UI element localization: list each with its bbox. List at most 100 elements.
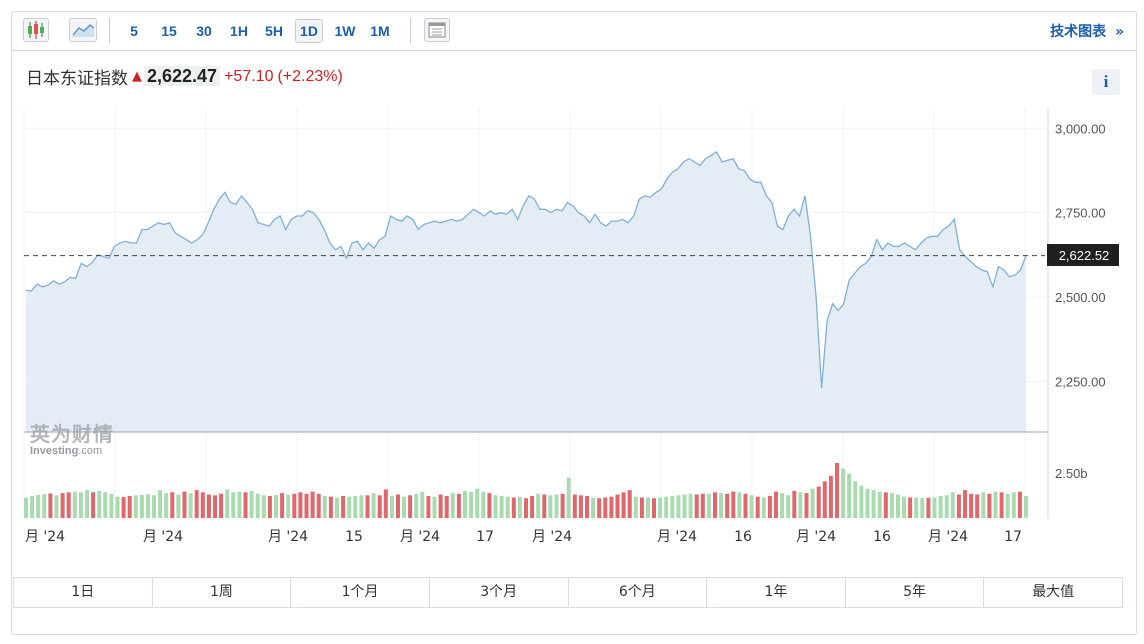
- volume-bar: [517, 496, 522, 518]
- range-1y[interactable]: 1年: [707, 578, 846, 607]
- volume-bar: [847, 474, 852, 518]
- volume-bar: [603, 497, 608, 518]
- volume-bar: [408, 495, 413, 518]
- tech-chart-link[interactable]: 技术图表 »: [1050, 21, 1124, 41]
- volume-bar: [950, 492, 955, 518]
- volume-bar: [694, 494, 699, 518]
- volume-bar: [103, 492, 108, 518]
- volume-bar: [877, 491, 882, 518]
- volume-bar: [469, 491, 474, 518]
- volume-bar: [158, 490, 163, 518]
- volume-bar: [353, 496, 358, 518]
- volume-bar: [896, 494, 900, 518]
- area-chart-icon[interactable]: [69, 18, 97, 42]
- volume-bar: [902, 496, 906, 518]
- volume-bar: [542, 494, 547, 518]
- volume-bar: [1017, 491, 1022, 518]
- volume-bar: [548, 495, 553, 518]
- timeframe-5h[interactable]: 5H: [265, 23, 283, 39]
- time-tick-label: 17: [476, 529, 494, 545]
- volume-bar: [243, 492, 248, 518]
- volume-bar: [761, 497, 766, 518]
- volume-bar: [706, 493, 711, 518]
- volume-bar: [414, 493, 419, 518]
- chart-toolbar: 5 15 30 1H 5H 1D 1W 1M 技术图表 »: [12, 12, 1136, 51]
- volume-bar: [725, 493, 730, 518]
- volume-bar: [255, 493, 260, 518]
- volume-bar: [572, 494, 577, 518]
- volume-bar: [316, 493, 321, 518]
- volume-bar: [591, 497, 596, 518]
- timeframe-1m[interactable]: 1M: [370, 23, 390, 39]
- volume-bar: [170, 492, 175, 518]
- range-1d[interactable]: 1日: [14, 578, 153, 607]
- price-line: [25, 150, 1027, 389]
- arrow-up-icon: ▲: [132, 69, 142, 84]
- volume-bar: [1024, 496, 1028, 518]
- volume-bar: [249, 490, 254, 518]
- range-1m[interactable]: 1个月: [291, 578, 430, 607]
- price-change: +57.10: [224, 67, 274, 85]
- volume-bar: [908, 497, 913, 518]
- volume-bar: [359, 495, 364, 518]
- time-tick-label: 17: [1004, 529, 1022, 545]
- volume-bar: [871, 490, 876, 518]
- info-button[interactable]: i: [1092, 69, 1120, 95]
- volume-axis-label: 2.50b: [1055, 466, 1088, 481]
- volume-bar: [822, 481, 827, 518]
- volume-bar: [347, 496, 352, 518]
- last-price: 2,622.47: [144, 66, 221, 86]
- timeframe-30[interactable]: 30: [196, 23, 212, 39]
- volume-bar: [298, 492, 303, 518]
- price-change-percent: (+2.23%): [277, 67, 343, 85]
- volume-bar: [475, 488, 480, 518]
- index-name: 日本东证指数: [26, 69, 128, 89]
- volume-bar: [188, 493, 193, 518]
- volume-bar: [627, 490, 632, 518]
- range-5y[interactable]: 5年: [846, 578, 985, 607]
- range-1w[interactable]: 1周: [153, 578, 292, 607]
- volume-bar: [182, 491, 187, 518]
- volume-bar: [652, 498, 656, 518]
- volume-bar: [914, 497, 919, 518]
- double-chevron-right-icon: »: [1114, 24, 1124, 40]
- timeframe-1w[interactable]: 1W: [334, 23, 356, 39]
- volume-bar: [578, 495, 583, 518]
- range-6m[interactable]: 6个月: [569, 578, 708, 607]
- volume-bar: [146, 494, 150, 518]
- volume-bar: [60, 493, 65, 518]
- volume-bar: [932, 497, 937, 518]
- volume-bar: [621, 492, 626, 518]
- volume-bar: [841, 468, 846, 518]
- volume-bar: [737, 492, 742, 518]
- volume-bar: [206, 494, 211, 518]
- candlestick-chart-icon[interactable]: [23, 18, 49, 42]
- timeframe-5[interactable]: 5: [130, 23, 138, 39]
- volume-bar: [322, 496, 327, 518]
- range-max[interactable]: 最大值: [1032, 584, 1075, 600]
- volume-bar: [304, 493, 309, 518]
- volume-bar: [804, 493, 809, 518]
- time-tick-label: 月 '24: [796, 529, 836, 545]
- timeframe-1h[interactable]: 1H: [230, 23, 248, 39]
- volume-bar: [682, 494, 687, 518]
- volume-bar: [292, 493, 297, 518]
- volume-bar: [109, 493, 114, 518]
- range-3m[interactable]: 3个月: [430, 578, 569, 607]
- volume-bar: [755, 496, 760, 518]
- volume-bar: [993, 491, 998, 518]
- time-tick-label: 月 '24: [657, 529, 697, 545]
- volume-bar: [444, 496, 449, 518]
- volume-bar: [127, 496, 132, 518]
- quote-header: 日本东证指数 ▲ 2,622.47 +57.10 (+2.23%): [26, 64, 343, 90]
- table-view-icon[interactable]: [424, 18, 450, 42]
- volume-bar: [798, 492, 803, 518]
- price-area-fill: [26, 151, 1026, 432]
- timeframe-15[interactable]: 15: [161, 23, 177, 39]
- volume-bar: [420, 491, 425, 518]
- volume-bar: [566, 477, 571, 518]
- volume-bar: [816, 486, 821, 518]
- timeframe-1d[interactable]: 1D: [295, 19, 323, 43]
- volume-bar: [646, 497, 650, 518]
